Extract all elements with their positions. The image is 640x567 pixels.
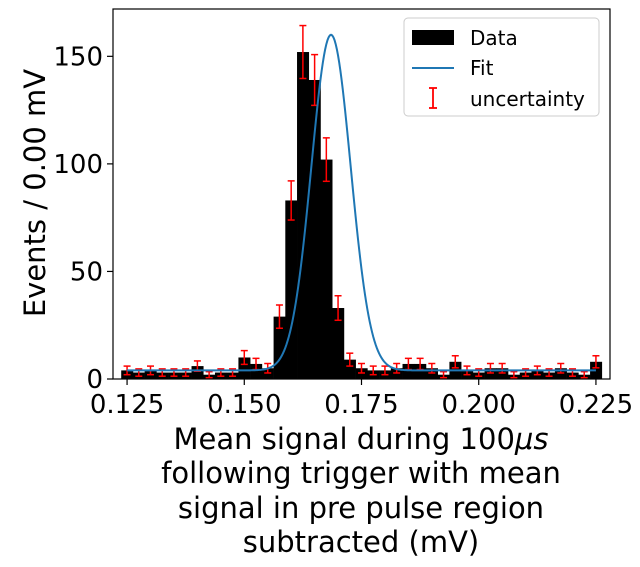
uncertainty-bar (240, 349, 248, 366)
histogram-bar (590, 361, 603, 379)
histogram-bar (250, 363, 263, 379)
x-axis-label-line-2: following trigger with mean (161, 456, 561, 490)
histogram-bar (343, 359, 356, 379)
x-axis-label-line-4: subtracted (mV) (243, 525, 479, 559)
uncertainty-bar (346, 352, 354, 367)
legend-data-swatch (412, 30, 454, 45)
y-tick-label: 50 (70, 257, 103, 287)
y-tick-label: 0 (86, 365, 103, 395)
uncertainty-bar (275, 304, 283, 329)
uncertainty-bar (123, 365, 131, 376)
histogram-bar (414, 363, 427, 379)
x-tick-label: 0.150 (207, 390, 281, 420)
histogram-bar (402, 363, 415, 379)
uncertainty-bar (322, 137, 330, 183)
x-axis-label-text: Mean signal during 100 (174, 422, 515, 456)
legend-data-label: Data (470, 26, 518, 50)
uncertainty-bar (428, 362, 436, 374)
y-tick-label: 100 (53, 150, 103, 180)
uncertainty-bar (451, 355, 459, 369)
x-axis-label-line-1: Mean signal during 100μs (174, 422, 549, 456)
uncertainty-bar (381, 365, 389, 376)
legend: Data Fit uncertainty (403, 17, 600, 117)
legend-uncertainty-label: uncertainty (470, 87, 585, 111)
uncertainty-bar (440, 370, 448, 379)
x-axis-label-unit: μs (514, 422, 549, 456)
x-tick-label: 0.125 (90, 390, 164, 420)
uncertainty-bar (287, 180, 295, 221)
uncertainty-bar (299, 24, 307, 80)
histogram-bar (297, 52, 310, 379)
legend-uncertainty-swatch (429, 87, 437, 109)
histogram-bar (320, 159, 333, 379)
y-axis-ticks: 0 50 100 150 (53, 42, 113, 395)
uncertainty-bar (580, 370, 588, 379)
x-tick-label: 0.200 (441, 390, 515, 420)
fit-curve (127, 33, 596, 372)
histogram-bar (191, 366, 204, 379)
x-tick-label: 0.175 (324, 390, 398, 420)
y-tick-label: 150 (53, 42, 103, 72)
uncertainty-bar (358, 362, 365, 374)
uncertainty-bar (205, 370, 213, 379)
uncertainty-bar (334, 295, 342, 322)
histogram-bar (285, 200, 298, 379)
uncertainty-bar (510, 370, 518, 379)
x-axis-ticks: 0.125 0.150 0.175 0.200 0.225 (90, 379, 633, 420)
legend-fit-label: Fit (470, 56, 494, 80)
histogram-bar (332, 308, 345, 379)
x-tick-label: 0.225 (559, 390, 633, 420)
uncertainty-bar (592, 355, 600, 369)
x-axis-label-line-3: signal in pre pulse region (178, 491, 544, 525)
histogram-bar (238, 357, 251, 379)
uncertainty-bar (369, 365, 377, 376)
y-axis-label: Events / 0.00 mV (18, 69, 52, 317)
